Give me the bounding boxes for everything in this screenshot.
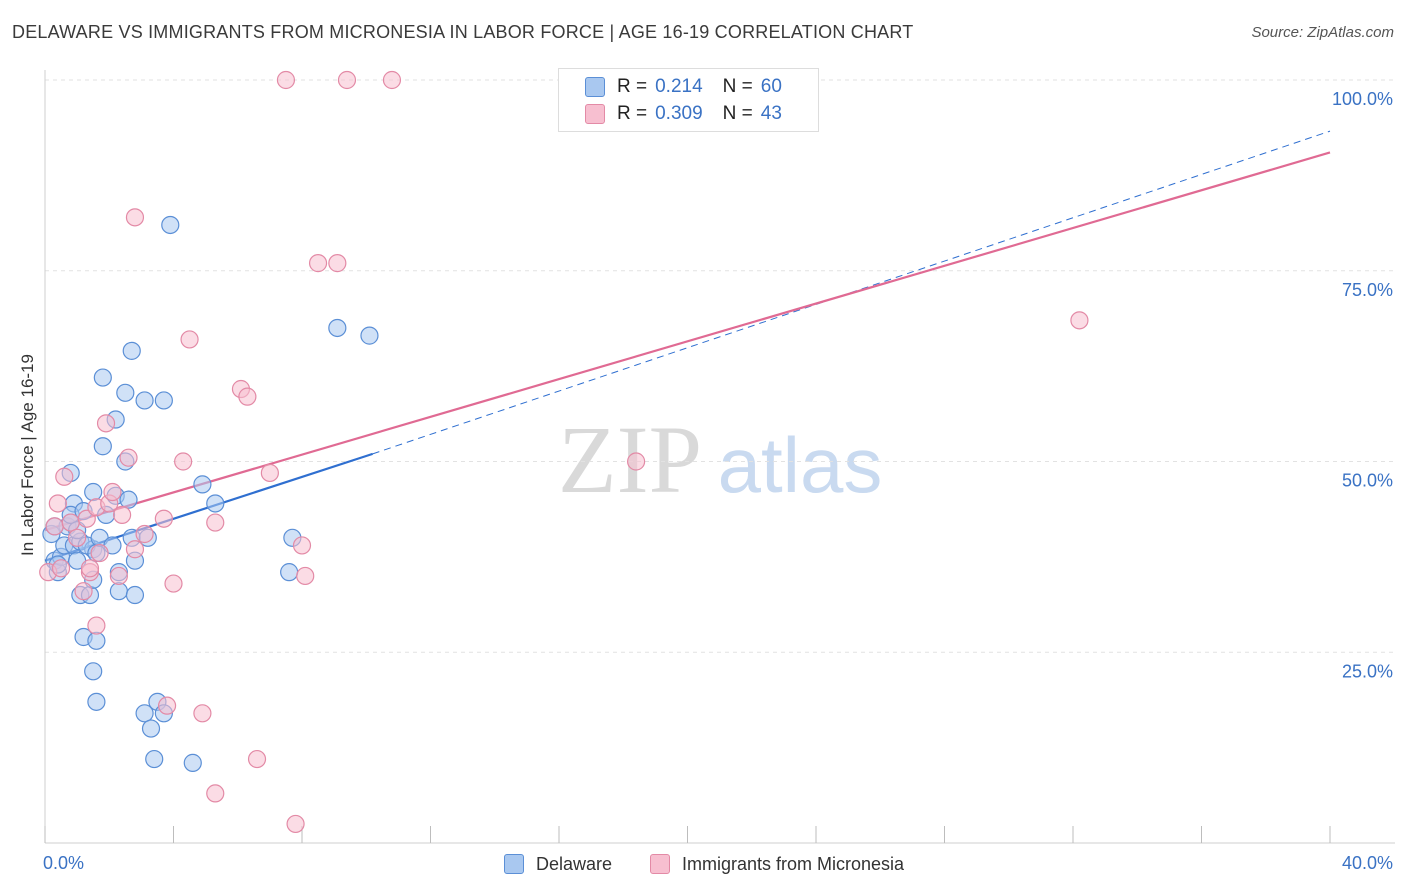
legend-item-delaware: Delaware (504, 852, 612, 876)
point-micronesia (48, 494, 67, 513)
legend-label-delaware: Delaware (536, 853, 613, 874)
point-micronesia (238, 387, 257, 406)
point-micronesia (135, 524, 154, 544)
legend-n-label: N = (722, 76, 753, 97)
legend-swatch-delaware (585, 77, 605, 97)
legend-row-micronesia: R = 0.309 N = 43 (585, 101, 782, 127)
point-micronesia (125, 208, 145, 227)
y-tick-label: 25.0% (1342, 661, 1393, 681)
x-tick-label: 0.0% (43, 853, 84, 873)
point-delaware (135, 391, 154, 410)
legend-swatch-micronesia (585, 104, 605, 124)
point-micronesia (103, 482, 122, 502)
point-delaware (183, 753, 202, 772)
point-micronesia (206, 513, 225, 532)
point-micronesia (337, 70, 357, 90)
point-micronesia (68, 528, 87, 547)
y-tick-label: 50.0% (1342, 471, 1393, 491)
point-micronesia (112, 505, 132, 525)
point-micronesia (292, 536, 312, 555)
point-delaware (119, 490, 138, 509)
point-micronesia (61, 513, 80, 532)
point-micronesia (87, 616, 106, 635)
grid-lines (45, 79, 1395, 653)
point-delaware (193, 475, 212, 494)
point-micronesia (247, 749, 267, 769)
point-micronesia (51, 559, 71, 578)
point-micronesia (80, 559, 100, 578)
point-micronesia (157, 696, 177, 715)
point-delaware (145, 749, 164, 769)
point-micronesia (125, 540, 145, 559)
point-micronesia (74, 582, 93, 601)
point-delaware (116, 383, 135, 402)
point-delaware (206, 494, 225, 513)
point-delaware (122, 341, 141, 360)
point-micronesia (180, 330, 199, 349)
point-micronesia (90, 543, 109, 563)
y-axis-label: In Labor Force | Age 16-19 (18, 354, 37, 556)
point-micronesia (626, 452, 646, 471)
point-delaware (125, 585, 145, 605)
point-micronesia (193, 704, 212, 723)
point-micronesia (260, 463, 279, 483)
point-micronesia (276, 70, 296, 90)
legend-label-micronesia: Immigrants from Micronesia (682, 853, 905, 874)
point-micronesia (119, 448, 138, 467)
legend-swatch-delaware (504, 854, 524, 874)
watermark-atlas: atlas (718, 421, 883, 509)
point-delaware (109, 582, 128, 601)
point-delaware (84, 482, 103, 502)
point-delaware (280, 563, 299, 582)
point-micronesia (109, 566, 128, 586)
point-delaware (154, 391, 173, 410)
point-micronesia (45, 517, 64, 536)
point-micronesia (296, 566, 315, 586)
source-label: Source: ZipAtlas.com (1251, 24, 1394, 41)
legend-stats: R = 0.214 N = 60 R = 0.309 N = 43 (558, 68, 819, 132)
legend-n-value: 43 (760, 103, 782, 124)
legend-item-micronesia: Immigrants from Micronesia (650, 852, 904, 876)
axes (44, 70, 1395, 844)
legend-n-label: N = (722, 103, 753, 124)
point-delaware (84, 662, 103, 681)
point-delaware (93, 368, 112, 387)
point-micronesia (174, 452, 193, 471)
legend-r-label: R = (617, 103, 648, 124)
point-micronesia (96, 414, 116, 433)
y-tick-label: 75.0% (1342, 280, 1393, 300)
point-micronesia (154, 509, 173, 528)
point-delaware (328, 318, 347, 338)
point-micronesia (164, 574, 183, 593)
point-delaware (161, 215, 180, 235)
point-delaware (87, 631, 106, 650)
point-micronesia (286, 814, 305, 834)
chart-title: DELAWARE VS IMMIGRANTS FROM MICRONESIA I… (12, 22, 914, 42)
point-micronesia (328, 254, 347, 273)
legend-r-value: 0.309 (655, 103, 703, 124)
tick-labels: 25.0% 50.0% 75.0% 100.0% 0.0% 40.0% (43, 89, 1393, 873)
trend-line-micronesia (44, 151, 1331, 532)
legend-r-value: 0.214 (655, 76, 703, 97)
point-micronesia (382, 70, 402, 90)
point-delaware (141, 719, 161, 738)
y-tick-label: 100.0% (1332, 89, 1393, 109)
point-delaware (93, 437, 112, 456)
legend-n-value: 60 (760, 76, 782, 97)
point-micronesia (1070, 311, 1089, 330)
point-micronesia (55, 467, 74, 486)
point-micronesia (308, 254, 328, 273)
x-tick-label: 40.0% (1342, 853, 1393, 873)
legend-row-delaware: R = 0.214 N = 60 (585, 74, 782, 100)
legend-r-label: R = (617, 76, 648, 97)
point-delaware (360, 326, 379, 345)
legend-swatch-micronesia (650, 854, 670, 874)
watermark: ZIP atlas (558, 406, 882, 513)
point-micronesia (206, 784, 225, 803)
point-delaware (87, 692, 106, 711)
scatter-points (39, 70, 1089, 834)
point-delaware (135, 704, 154, 723)
